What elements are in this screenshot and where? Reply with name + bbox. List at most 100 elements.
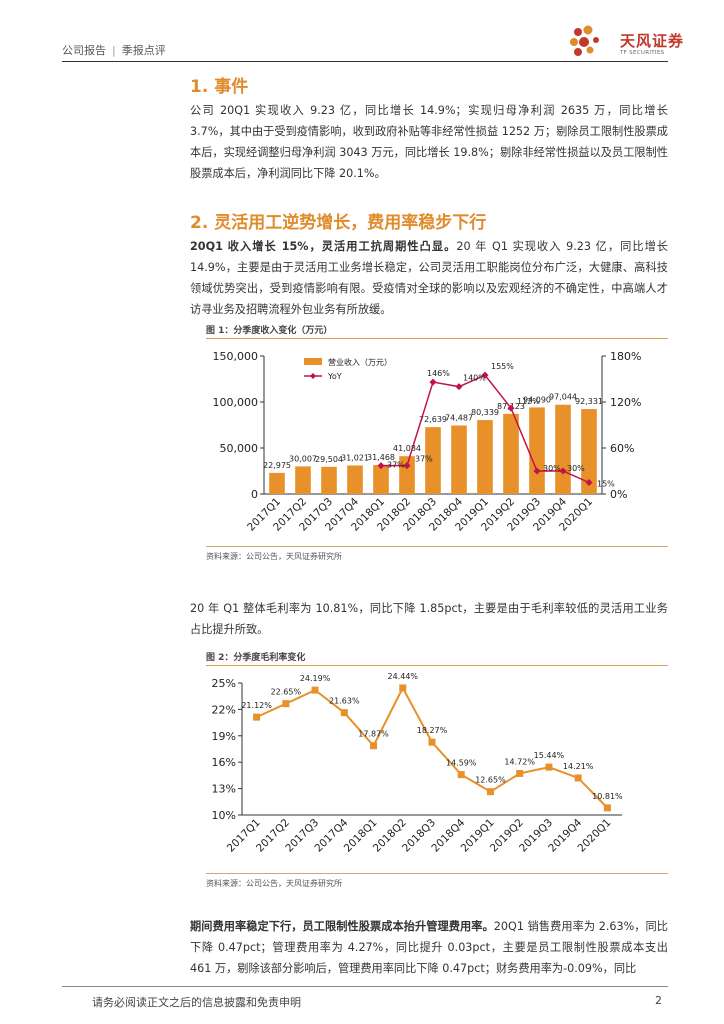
revenue-bar [269,472,285,494]
gross-margin-marker [311,686,319,694]
yoy-marker [585,479,593,486]
gross-margin-label: 14.21% [563,762,594,771]
gross-margin-marker [253,713,261,721]
y-tick-label-left: 50,000 [220,442,259,455]
y-tick-label-right: 60% [610,442,634,455]
gross-margin-marker [486,788,494,796]
y-tick-label-left: 0 [251,488,258,501]
revenue-bar [503,413,519,494]
gross-margin-line [256,685,609,809]
gross-margin-label: 10.81% [592,792,623,801]
figure-2-top-rule [206,665,668,666]
report-type: 公司报告 | 季报点评 [62,42,166,58]
header-divider [62,61,668,62]
y-tick-label-right: 180% [610,350,641,363]
gross-margin-marker [574,774,582,782]
revenue-bar-label: 80,339 [471,408,499,417]
yoy-marker [559,467,567,475]
brand-name-en: TF SECURITIES [620,50,665,56]
revenue-chart: 0 50,000 100,000 150,000 0% 60% 120% 180% 22,975… [213,350,642,534]
footer-divider [62,986,668,987]
figure-2-bottom-rule [206,873,668,874]
section-2-body: 20 年 Q1 实现收入 9.23 亿，同比增长 14.9%，主要是由于灵活用工… [190,240,668,316]
gross-margin-chart: 10% 13% 16% 19% 22% 25% 21.12% 22.65% 24.19% 21.6… [212,672,623,855]
legend-bar-label: 营业收入（万元） [328,357,392,367]
section-2-paragraph: 20Q1 收入增长 15%，灵活用工抗周期性凸显。20 年 Q1 实现收入 9.… [190,236,668,320]
gross-margin-label: 14.72% [504,757,535,766]
gross-margin-marker [545,763,553,771]
figure-1-bottom-rule [206,546,668,547]
y-tick-label: 13% [212,783,236,796]
revenue-bar [347,465,363,494]
y-tick-label-right: 120% [610,396,641,409]
gross-margin-marker [370,742,378,750]
y-tick-label-right: 0% [610,488,627,501]
header-separator: | [112,44,116,57]
figure-2-title: 图 2：分季度毛利率变化 [206,653,306,663]
brand-logo-icon [570,25,599,56]
figure-1-source: 资料来源：公司公告，天风证券研究所 [206,552,342,561]
y-tick-label: 22% [212,703,236,716]
yoy-label: 30% [543,464,561,473]
revenue-bar-label: 29,504 [315,455,343,464]
gross-margin-label: 14.59% [446,759,477,768]
gross-margin-marker [282,700,290,708]
legend-line-marker [310,373,316,379]
gross-margin-label: 12.65% [475,776,506,785]
report-category: 公司报告 [62,44,106,57]
yoy-label: 146% [427,369,450,378]
yoy-marker [377,462,385,470]
revenue-bar [451,425,467,494]
section-2-title: 2. 灵活用工逆势增长，费用率稳步下行 [190,213,487,233]
section-2-lead: 20Q1 收入增长 15%，灵活用工抗周期性凸显。 [190,240,457,253]
gross-margin-marker [340,709,348,717]
yoy-label: 140% [463,374,486,383]
figure-1-top-rule [206,338,668,339]
revenue-bar [425,427,441,494]
yoy-label: 37% [415,455,433,464]
gross-margin-paragraph: 20 年 Q1 整体毛利率为 10.81%，同比下降 1.85pct，主要是由于… [190,602,668,636]
page-number: 2 [655,994,662,1007]
revenue-bar [477,420,493,494]
revenue-bar [295,466,311,494]
revenue-bar-label: 30,007 [289,454,317,463]
revenue-bar [529,407,545,494]
y-tick-label: 10% [212,809,236,822]
revenue-bar [581,409,597,494]
gross-margin-marker [603,804,611,812]
section-1-title: 1. 事件 [190,77,249,97]
yoy-marker [403,462,411,470]
revenue-bar [373,465,389,494]
revenue-bar-label: 22,975 [263,461,291,470]
y-tick-label: 16% [212,756,236,769]
legend-line-label: YoY [327,372,342,381]
y-tick-label: 25% [212,677,236,690]
revenue-bar-label: 31,468 [367,453,395,462]
gross-margin-label: 24.44% [388,672,419,681]
y-tick-label-left: 150,000 [213,350,259,363]
gross-margin-label: 24.19% [300,674,331,683]
revenue-bar-label: 94,090 [523,395,551,404]
expense-paragraph: 期间费用率稳定下行，员工限制性股票成本抬升管理费用率。20Q1 销售费用率为 2… [190,916,668,979]
gross-margin-marker [457,771,465,779]
revenue-bar-label: 72,639 [419,415,447,424]
yoy-label: 37% [387,461,405,470]
revenue-bar-label: 41,084 [393,444,421,453]
yoy-marker [533,467,541,475]
yoy-label: 30% [567,464,585,473]
yoy-marker [481,371,489,379]
y-tick-label: 19% [212,730,236,743]
gross-margin-marker [399,684,407,692]
expense-body: 20Q1 销售费用率为 2.63%，同比下降 0.47pct；管理费用率为 4.… [190,920,668,975]
gross-margin-label: 21.12% [241,701,272,710]
gross-margin-label: 21.63% [329,697,360,706]
revenue-bar-label: 92,331 [575,397,603,406]
yoy-marker [507,404,515,412]
report-subcategory: 季报点评 [121,44,166,57]
yoy-marker [429,378,437,386]
revenue-bar [555,404,571,494]
yoy-marker [455,383,463,391]
yoy-label: 155% [491,362,514,371]
gross-margin-label: 17.87% [358,730,389,739]
gross-margin-marker [428,738,436,746]
